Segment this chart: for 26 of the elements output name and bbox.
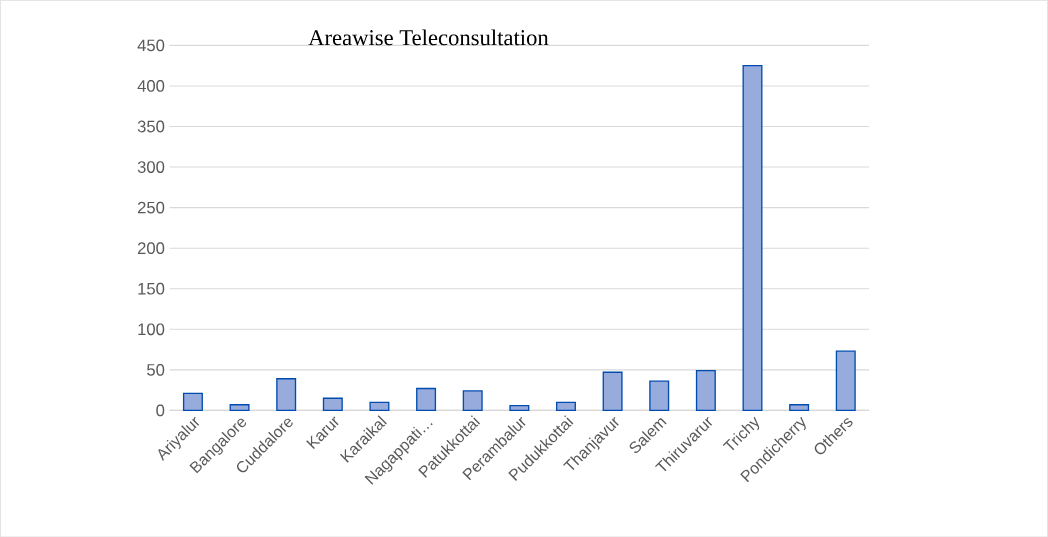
bar [416,387,437,411]
y-tick-label: 350 [137,120,165,133]
bar [835,350,856,411]
bar [182,392,203,411]
bar [742,64,763,411]
chart-title: Areawise Teleconsultation [308,29,549,46]
y-tick-label: 250 [137,201,165,214]
y-tick-label: 150 [138,282,165,295]
bar [462,390,483,411]
bar [509,404,530,411]
bar [276,377,297,411]
y-tick-label: 400 [137,79,165,92]
bar [649,380,670,411]
y-tick-label: 450 [137,39,165,52]
y-tick-label: 50 [147,363,165,376]
y-tick-label: 200 [137,242,165,254]
bar [695,369,716,411]
bar [229,403,250,411]
y-tick-label: 0 [156,404,165,417]
bar [369,401,390,411]
bar [789,403,810,411]
y-tick-label: 300 [137,160,165,173]
y-tick-label: 100 [138,323,165,335]
bar [322,397,343,411]
bar [555,401,576,411]
bar [602,371,623,411]
